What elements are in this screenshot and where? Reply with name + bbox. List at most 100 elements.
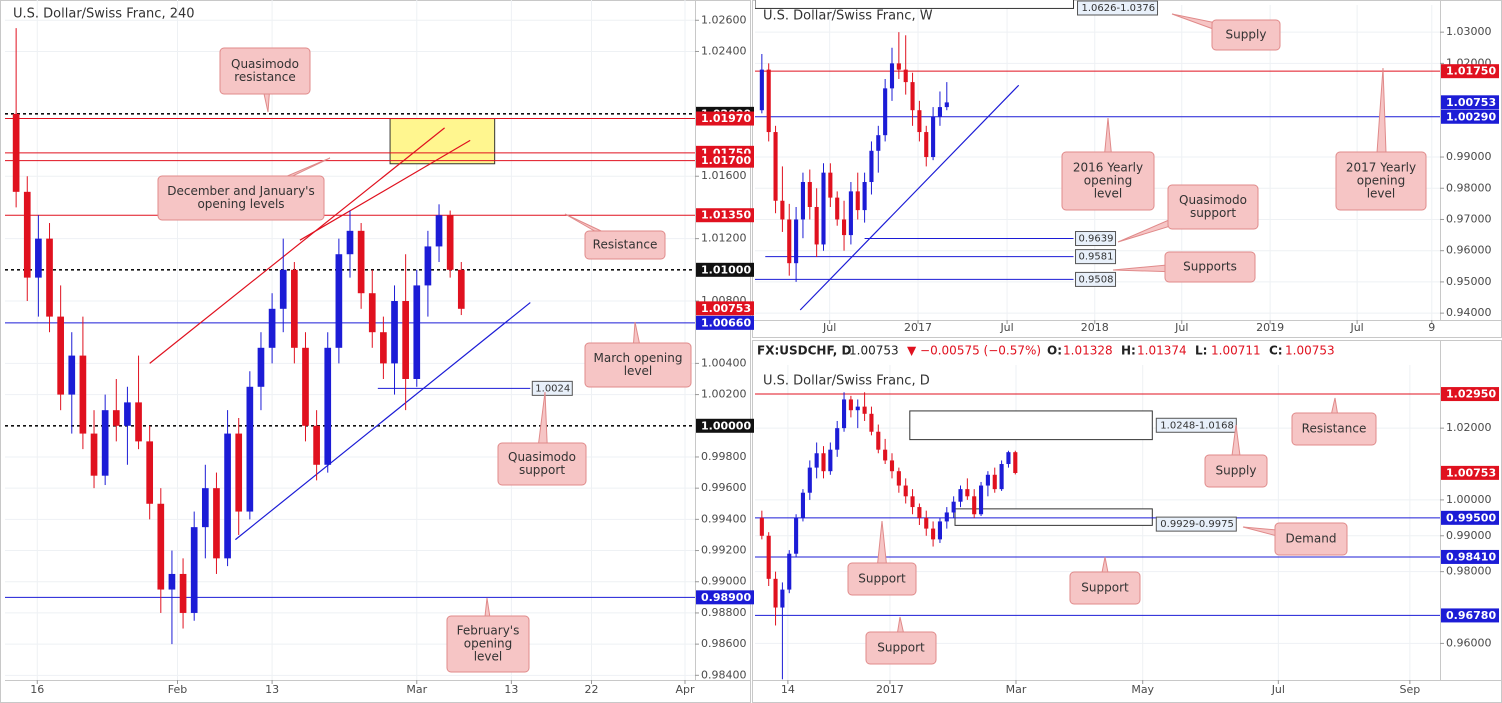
y-tick-label: 1.01200 xyxy=(701,232,747,245)
candle-body xyxy=(759,69,764,111)
callout-text: Support xyxy=(877,641,925,655)
callout-text: 2016 Yearly xyxy=(1073,161,1143,175)
candle-body xyxy=(112,410,120,426)
candle-body xyxy=(883,88,888,136)
zone-label: 0.9929-0.9975 xyxy=(1160,519,1234,530)
price-tag-label: 1.00290 xyxy=(1446,110,1496,123)
price-tag-label: 1.00000 xyxy=(701,419,751,432)
callout-box xyxy=(219,47,311,95)
candle-body xyxy=(814,453,819,468)
callout-box xyxy=(1211,19,1281,51)
y-tick-label: 1.00000 xyxy=(1446,493,1492,506)
candle-body xyxy=(828,449,833,472)
candle-body xyxy=(279,269,287,309)
price-tag-label: 1.01970 xyxy=(701,112,751,125)
callout-box xyxy=(584,230,666,260)
x-tick-label: Jul xyxy=(1349,321,1363,334)
callout-text: level xyxy=(1094,187,1123,201)
price-tag-label: 0.98410 xyxy=(1446,550,1496,563)
candle-body xyxy=(124,402,131,426)
callout-text: Supply xyxy=(1216,464,1257,478)
price-tag-label: 1.01700 xyxy=(701,154,751,167)
price-tag-label: 1.01750 xyxy=(1446,65,1496,78)
callout-text: opening levels xyxy=(197,197,284,211)
candle-body xyxy=(424,246,432,286)
candle-body xyxy=(68,355,76,395)
price-tag-label: 1.00660 xyxy=(701,316,751,329)
x-tick-label: Jul xyxy=(999,321,1013,334)
callout-text: Support xyxy=(858,572,906,586)
segment-label: 0.9639 xyxy=(1079,234,1114,245)
candle-body xyxy=(862,182,867,211)
trendline xyxy=(149,127,445,364)
candle-body xyxy=(179,573,187,613)
x-tick-label: 9 xyxy=(1428,321,1435,334)
candle-body xyxy=(841,219,847,236)
candle-body xyxy=(391,301,398,364)
candle-body xyxy=(910,82,915,111)
callout-text: level xyxy=(474,650,503,664)
candle-body xyxy=(876,431,881,450)
callout-text: Support xyxy=(1081,581,1129,595)
x-tick-label: 2019 xyxy=(1256,321,1284,334)
candle-body xyxy=(302,347,309,426)
candle-body xyxy=(835,428,840,450)
candle-body xyxy=(972,496,977,515)
candle-body xyxy=(57,316,64,395)
price-tag xyxy=(696,315,754,330)
candle-body xyxy=(766,535,771,579)
callout-text: March opening xyxy=(594,351,683,365)
candle-body xyxy=(944,512,949,522)
callout-text: Quasimodo xyxy=(508,450,576,464)
chart-title: U.S. Dollar/Swiss Franc, 240 xyxy=(13,7,195,22)
y-tick-label: 0.99000 xyxy=(1446,150,1492,163)
callout-text: opening xyxy=(1357,174,1406,188)
price-tag xyxy=(1441,608,1499,623)
price-tag xyxy=(696,153,754,168)
candle-body xyxy=(135,402,142,442)
price-tag-label: 1.00753 xyxy=(1446,466,1496,479)
candle-body xyxy=(235,433,243,512)
callout-box xyxy=(1069,571,1141,605)
candle-body xyxy=(985,474,990,486)
segment-label-box xyxy=(531,380,573,396)
candle-body xyxy=(157,503,165,590)
candle-body xyxy=(848,191,853,236)
callout-text: resistance xyxy=(234,70,296,84)
callout-text: Quasimodo xyxy=(1179,193,1247,207)
callout-box xyxy=(1164,251,1256,283)
header-text: ▼ −0.00575 (−0.57%) xyxy=(907,344,1041,358)
callout-text: support xyxy=(1190,206,1236,220)
candle-body xyxy=(931,116,936,158)
candle-body xyxy=(917,507,922,518)
callout-text: level xyxy=(624,364,653,378)
candle-body xyxy=(800,182,806,220)
y-tick-label: 1.00400 xyxy=(701,356,747,369)
candle-body xyxy=(787,553,792,590)
zone-label-box xyxy=(1155,516,1237,532)
y-tick-label: 1.02000 xyxy=(1446,421,1492,434)
zone xyxy=(755,0,1075,9)
callout-box xyxy=(1061,151,1155,211)
header-text: L: xyxy=(1195,344,1207,358)
x-tick-label: Apr xyxy=(675,683,695,696)
header-text: H: xyxy=(1121,344,1136,358)
header-text: 1.01328 xyxy=(1063,344,1113,358)
candle-body xyxy=(780,200,785,220)
candle-body xyxy=(978,485,984,515)
callout-text: February's xyxy=(457,624,520,638)
y-tick-label: 0.95000 xyxy=(1446,275,1492,288)
x-tick-label: Jul xyxy=(1271,683,1285,696)
candle-body xyxy=(313,425,320,465)
y-tick-label: 0.99000 xyxy=(1446,529,1492,542)
candle-body xyxy=(291,269,298,348)
zone-label: 1.0248-1.0168 xyxy=(1160,420,1234,431)
callout-text: 2017 Yearly xyxy=(1346,161,1416,175)
candle-body xyxy=(869,150,874,183)
price-tag-label: 1.01350 xyxy=(701,209,751,222)
candle-body xyxy=(896,63,901,70)
candle-body xyxy=(780,589,785,608)
candle-body xyxy=(368,293,376,333)
x-tick-label: 2018 xyxy=(1081,321,1109,334)
